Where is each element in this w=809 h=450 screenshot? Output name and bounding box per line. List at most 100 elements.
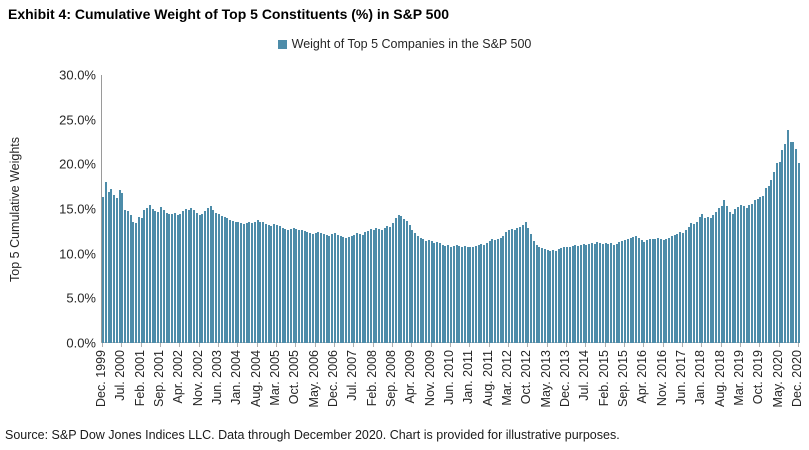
bar (557, 249, 560, 343)
bar (640, 240, 643, 343)
bar (629, 237, 632, 343)
bar (331, 234, 334, 343)
bar (392, 223, 394, 343)
x-tick-label: Feb. 2008 (364, 350, 379, 407)
x-tick-label: May. 2013 (538, 350, 553, 408)
bar (146, 208, 149, 343)
bar (190, 208, 193, 343)
bar (383, 227, 386, 343)
x-tick-label: May. 2006 (306, 350, 321, 408)
x-tick-label: Apr. 2002 (171, 350, 186, 404)
bar (229, 219, 232, 343)
x-tick-label: Oct. 2012 (519, 350, 534, 405)
bar (427, 240, 430, 343)
bar (110, 189, 113, 343)
bar (491, 239, 494, 343)
bar-series (102, 75, 800, 343)
bar (422, 239, 425, 343)
bar (682, 233, 684, 343)
y-tick-label: 30.0% (59, 67, 96, 83)
bar (474, 245, 477, 343)
bar (124, 209, 127, 343)
bar (577, 245, 580, 343)
bar (300, 230, 303, 343)
bar (403, 218, 406, 343)
bar (770, 180, 773, 343)
bar (781, 150, 784, 343)
bar (784, 143, 787, 343)
bar (792, 142, 795, 343)
bar (651, 238, 654, 343)
x-tick-label: Mar. 2012 (500, 350, 514, 406)
x-tick-mark (546, 343, 548, 347)
bar (530, 234, 533, 343)
bar (717, 208, 720, 343)
bar (289, 228, 292, 343)
bar (102, 196, 104, 343)
bar (115, 198, 118, 343)
bar (242, 224, 245, 343)
bar (334, 233, 336, 343)
bar (513, 229, 516, 343)
bar (726, 206, 729, 343)
bar (168, 213, 171, 343)
y-axis-ticks: 0.0% 5.0% 10.0% 15.0% 20.0% 25.0% 30.0% (0, 68, 96, 351)
bar (687, 226, 690, 343)
x-tick-mark (295, 343, 297, 347)
bar (519, 226, 522, 343)
x-tick-mark (469, 343, 471, 347)
bar (281, 227, 284, 343)
bar (129, 215, 132, 343)
x-tick-label: Jun. 2017 (674, 350, 688, 405)
bar (408, 225, 411, 343)
bar (358, 234, 361, 343)
bar (256, 219, 259, 343)
x-axis-ticks: Dec. 1999 Jul. 2000 Feb. 2001 Sep. 2001 Apr.… (94, 343, 804, 423)
bar (599, 242, 602, 343)
bar (693, 224, 696, 343)
x-tick-mark (121, 343, 123, 347)
bar (328, 235, 331, 343)
x-tick-mark (276, 343, 277, 347)
bar (590, 242, 593, 343)
bar (665, 239, 668, 343)
bar (303, 231, 306, 343)
bar (378, 228, 381, 343)
bar (510, 228, 513, 343)
y-tick-label: 20.0% (59, 156, 96, 172)
bar (690, 223, 693, 343)
bar (604, 242, 607, 343)
bar (325, 234, 328, 343)
x-tick-mark (256, 343, 258, 347)
bar (400, 216, 403, 343)
bar (461, 246, 464, 343)
bar (251, 223, 254, 343)
bar (505, 232, 508, 343)
bar (165, 212, 168, 343)
bar (734, 209, 737, 343)
bar (419, 237, 422, 343)
bar (135, 223, 138, 343)
bar (452, 245, 455, 343)
x-tick-mark (372, 343, 374, 347)
bar (618, 242, 621, 343)
bar (723, 200, 726, 343)
bar (411, 229, 414, 343)
bar (764, 187, 767, 343)
x-tick-label: Jan. 2004 (229, 350, 244, 405)
bar (679, 232, 682, 343)
bar (588, 243, 591, 343)
x-tick-mark (353, 343, 355, 347)
bar (585, 244, 588, 343)
bar (612, 244, 615, 343)
bar (775, 163, 778, 343)
x-tick-label: Sep. 2015 (616, 350, 630, 407)
bar (607, 243, 610, 343)
bar (485, 242, 488, 343)
x-tick-label: Nov. 2016 (654, 350, 669, 407)
bar (276, 225, 278, 343)
bar (566, 247, 568, 343)
bar (206, 208, 209, 343)
bar (231, 220, 234, 343)
x-tick-mark (759, 343, 761, 347)
